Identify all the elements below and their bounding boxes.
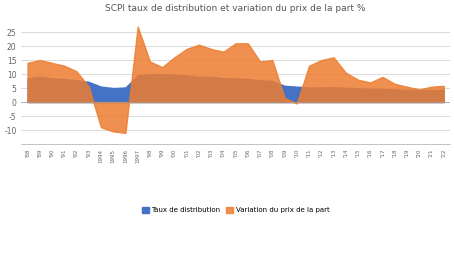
Title: SCPI taux de distribution et variation du prix de la part %: SCPI taux de distribution et variation d… (105, 4, 366, 13)
Legend: Taux de distribution, Variation du prix de la part: Taux de distribution, Variation du prix … (139, 204, 332, 216)
